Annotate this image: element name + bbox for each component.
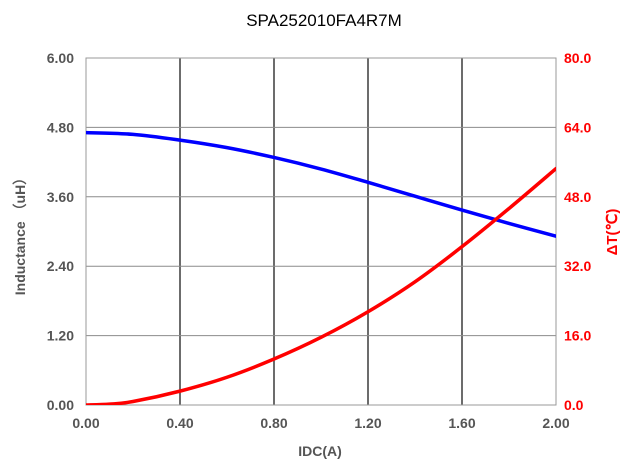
series-layer [86, 130, 556, 405]
y-right-tick-label: 32.0 [564, 258, 591, 274]
y-left-tick-label: 1.20 [47, 328, 74, 344]
y-left-tick-label: 2.40 [47, 258, 74, 274]
y-left-tick-label: 3.60 [47, 189, 74, 205]
grid [86, 58, 556, 405]
x-tick-label: 0.00 [72, 415, 99, 431]
inductance-line [86, 130, 556, 238]
y-axis-right-label: ΔT(℃) [604, 209, 621, 256]
temperature-rise-line [86, 166, 556, 405]
y-right-tick-label: 16.0 [564, 328, 591, 344]
y-axis-left-label: Inductance （uH） [12, 171, 28, 295]
x-tick-label: 1.60 [448, 415, 475, 431]
x-axis-label: IDC(A) [298, 443, 342, 459]
left-axis-ticks: 0.00 1.20 2.40 3.60 4.80 6.00 [47, 50, 74, 413]
y-left-tick-label: 6.00 [47, 50, 74, 66]
x-tick-label: 1.20 [354, 415, 381, 431]
y-left-tick-label: 4.80 [47, 119, 74, 135]
x-tick-label: 2.00 [542, 415, 569, 431]
chart-title: SPA252010FA4R7M [246, 11, 402, 30]
right-axis-ticks: 0.0 16.0 32.0 48.0 64.0 80.0 [564, 50, 591, 413]
x-tick-label: 0.40 [166, 415, 193, 431]
y-right-tick-label: 80.0 [564, 50, 591, 66]
y-right-tick-label: 48.0 [564, 189, 591, 205]
y-right-tick-label: 64.0 [564, 119, 591, 135]
x-tick-label: 0.80 [260, 415, 287, 431]
bottom-axis-ticks: 0.00 0.40 0.80 1.20 1.60 2.00 [72, 415, 569, 431]
y-left-tick-label: 0.00 [47, 397, 74, 413]
y-right-tick-label: 0.0 [564, 397, 584, 413]
plot-frame [85, 57, 557, 406]
